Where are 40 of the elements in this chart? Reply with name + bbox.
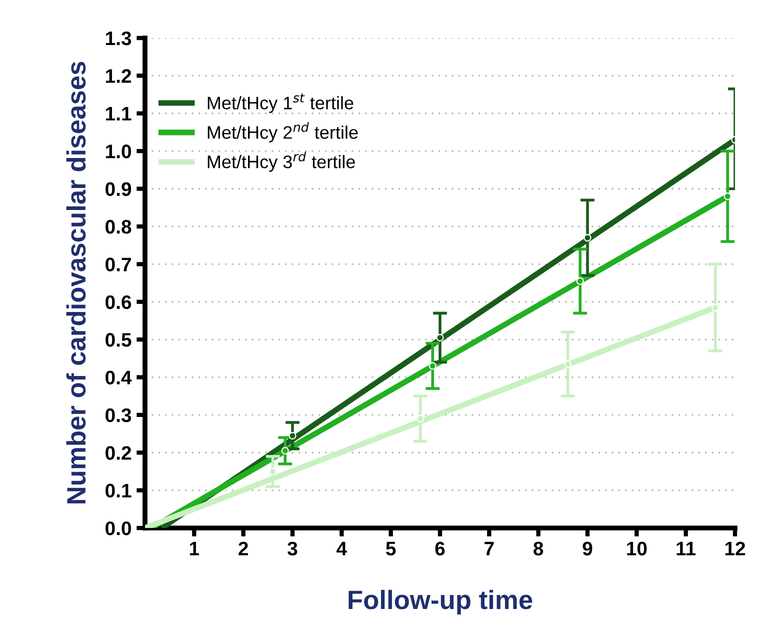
y-tick-label: 1.3 — [106, 31, 132, 46]
point — [724, 192, 732, 200]
x-tick-label: 4 — [336, 542, 347, 556]
y-tick-label: 0.7 — [106, 258, 131, 272]
y-tick-label: 0.0 — [106, 521, 132, 536]
y-tick-label: 0.1 — [106, 484, 132, 498]
x-tick-label: 2 — [238, 542, 248, 556]
y-tick-label: 1.2 — [106, 69, 132, 83]
y-tick-label: 1.1 — [106, 107, 132, 120]
x-tick-label: 5 — [386, 542, 396, 556]
x-tick-label: 8 — [534, 542, 544, 556]
legend-label: Met/tHcy 1$^{st}$ tertile — [208, 93, 354, 113]
y-tick-label: 1.0 — [106, 144, 132, 158]
y-tick-label: 0.8 — [106, 220, 132, 234]
y-tick-label: 0.6 — [106, 295, 132, 310]
x-tick-label: 7 — [484, 542, 494, 556]
x-tick-label: 11 — [676, 542, 696, 556]
x-tick-label: 1 — [190, 542, 200, 556]
x-tick-label: 10 — [627, 542, 647, 556]
x-tick-label: 9 — [582, 542, 592, 556]
point — [584, 234, 592, 242]
x-tick-label: 6 — [435, 542, 445, 556]
x-tick-label: 3 — [288, 542, 298, 556]
point — [288, 432, 296, 440]
x-tick-label: 12 — [725, 542, 746, 556]
y-tick-label: 0.4 — [106, 370, 132, 384]
point — [281, 446, 289, 455]
y-axis-title: Number of cardiovascular diseases — [66, 62, 86, 504]
legend-label: Met/tHcy 3$^{rd}$ tertile — [208, 152, 355, 172]
y-tick-label: 0.9 — [106, 182, 132, 196]
y-tick-label: 0.3 — [106, 408, 132, 422]
point — [564, 360, 572, 368]
point — [428, 362, 436, 370]
point — [436, 334, 444, 342]
x-axis-title: Follow-up time — [348, 590, 532, 614]
y-tick-label: 0.5 — [106, 333, 132, 347]
point — [416, 414, 424, 423]
legend-label: Met/tHcy 2$^{nd}$ tertile — [208, 122, 358, 142]
y-tick-label: 0.2 — [106, 446, 132, 460]
point — [576, 277, 584, 285]
